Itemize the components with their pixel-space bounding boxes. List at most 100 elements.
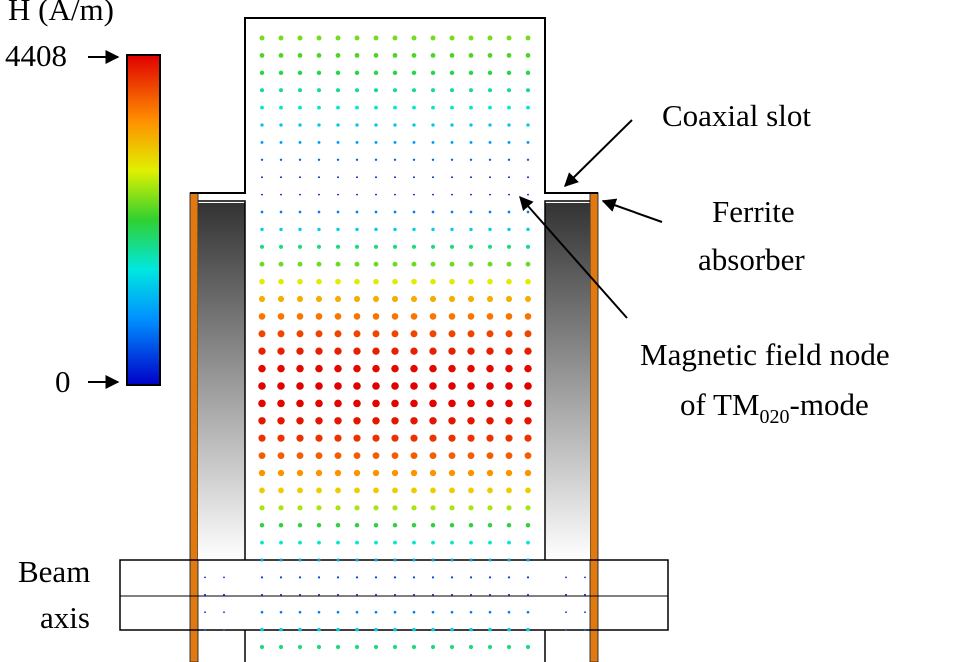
field-dot xyxy=(335,244,341,249)
field-dot xyxy=(430,644,436,650)
field-dot xyxy=(448,417,456,425)
field-dot xyxy=(430,505,436,511)
field-dot xyxy=(508,176,510,179)
field-dot xyxy=(469,558,473,562)
field-dot xyxy=(259,53,265,58)
field-dot xyxy=(470,193,472,196)
field-dot xyxy=(487,53,493,58)
field-dot xyxy=(468,505,474,511)
field-dot xyxy=(393,140,397,144)
field-dot xyxy=(526,627,530,632)
field-dot xyxy=(391,434,399,442)
field-dot xyxy=(277,347,285,355)
field-dot xyxy=(410,434,418,442)
field-dot xyxy=(467,452,475,460)
field-dot xyxy=(223,593,225,596)
field-dot xyxy=(448,347,456,355)
field-dot xyxy=(278,487,284,494)
field-dot xyxy=(336,158,340,162)
field-dot xyxy=(354,53,360,58)
field-dot xyxy=(431,627,435,632)
field-dot xyxy=(279,158,283,162)
field-dot xyxy=(394,176,396,179)
field-dot xyxy=(315,382,323,390)
field-dot xyxy=(298,610,302,614)
field-dot xyxy=(204,576,206,579)
field-dot xyxy=(506,522,512,528)
field-dot xyxy=(261,176,263,179)
field-dot xyxy=(526,610,530,614)
field-dot xyxy=(467,313,475,320)
field-dot xyxy=(393,123,397,127)
field-dot xyxy=(260,540,264,545)
field-dot xyxy=(261,193,263,196)
field-dot xyxy=(373,53,379,58)
field-dot xyxy=(487,522,493,528)
field-dot xyxy=(373,35,379,41)
field-dot xyxy=(258,469,266,477)
field-dot xyxy=(258,452,266,460)
field-dot xyxy=(468,53,474,58)
field-dot xyxy=(334,417,342,425)
field-dot xyxy=(279,610,283,614)
field-dot xyxy=(279,227,283,232)
field-dot xyxy=(486,364,494,373)
field-dot xyxy=(374,105,378,110)
field-dot xyxy=(372,347,380,355)
field-dot xyxy=(258,364,266,373)
field-dot xyxy=(507,576,511,579)
field-dot xyxy=(489,193,491,196)
field-dot xyxy=(316,70,322,76)
field-dot xyxy=(411,244,417,249)
field-dot xyxy=(506,244,512,249)
field-dot xyxy=(393,158,397,162)
field-dot xyxy=(355,558,359,562)
field-dot xyxy=(316,35,322,41)
field-dot xyxy=(373,505,379,511)
field-dot xyxy=(391,313,399,320)
label: absorber xyxy=(698,242,805,277)
field-dot xyxy=(527,193,529,196)
field-dot xyxy=(506,644,512,650)
field-dot xyxy=(353,399,361,408)
field-dot xyxy=(372,434,380,442)
field-dot xyxy=(565,611,567,614)
field-dot xyxy=(355,540,359,545)
field-dot xyxy=(259,487,265,494)
field-dot xyxy=(356,593,358,596)
field-dot xyxy=(297,70,303,76)
field-dot xyxy=(487,278,493,285)
field-dot xyxy=(524,295,532,303)
field-dot xyxy=(432,593,434,596)
field-dot xyxy=(318,193,320,196)
field-dot xyxy=(392,88,398,93)
field-dot xyxy=(317,610,321,614)
field-dot xyxy=(354,35,360,41)
field-dot xyxy=(393,210,397,214)
field-dot xyxy=(393,627,397,632)
field-dot xyxy=(448,382,456,390)
field-dot xyxy=(431,140,435,144)
field-dot xyxy=(278,644,284,650)
field-dot xyxy=(353,417,361,425)
field-dot xyxy=(260,227,264,232)
field-dot xyxy=(315,469,323,477)
field-dot xyxy=(450,227,454,232)
field-dot xyxy=(355,627,359,632)
field-dot xyxy=(432,193,434,196)
field-dot xyxy=(486,399,494,408)
field-dot xyxy=(411,88,417,93)
field-dot xyxy=(565,593,567,596)
field-dot xyxy=(505,452,513,460)
field-dot xyxy=(298,123,302,127)
field-dot xyxy=(317,123,321,127)
field-dot xyxy=(431,610,435,614)
field-dot xyxy=(298,227,302,232)
field-dot xyxy=(392,261,398,267)
field-dot xyxy=(525,487,531,494)
field-dot xyxy=(526,123,530,127)
field-dot xyxy=(356,193,358,196)
field-dot xyxy=(259,244,265,249)
label: of TM020-mode xyxy=(680,387,869,428)
field-dot xyxy=(315,313,323,320)
